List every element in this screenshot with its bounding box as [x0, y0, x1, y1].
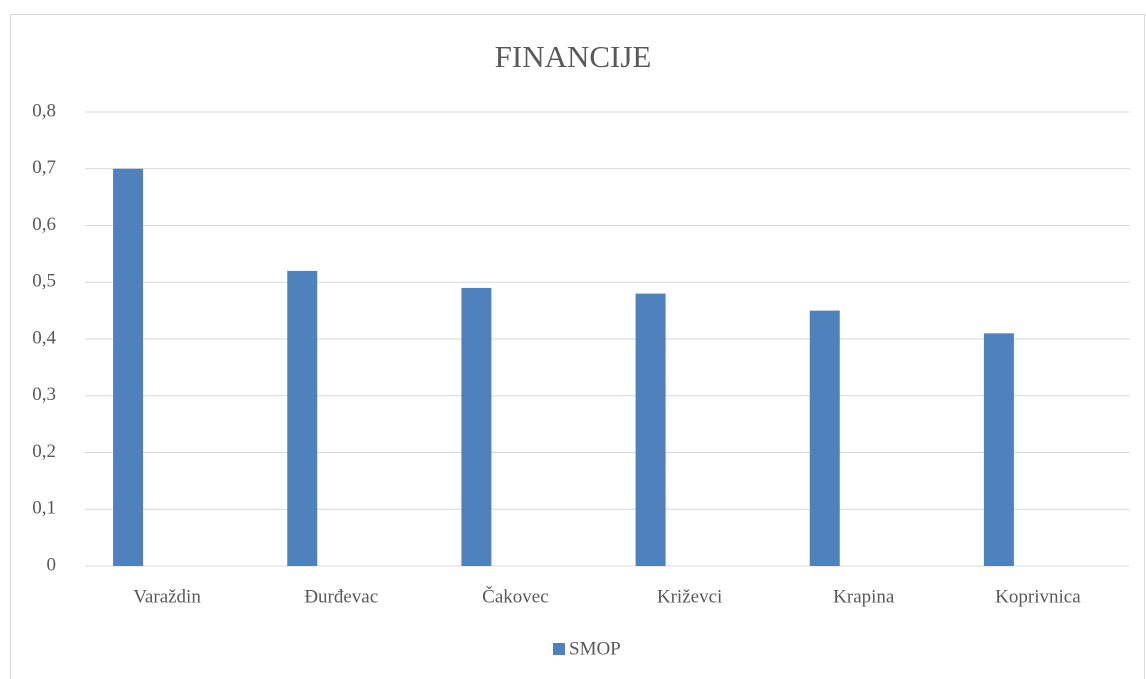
x-tick-label: Đurđevac [304, 586, 378, 607]
y-tick-label: 0,1 [32, 498, 56, 519]
chart-title: FINANCIJE [495, 39, 652, 74]
bar [983, 333, 1014, 566]
legend-label: SMOP [569, 638, 621, 659]
bar [113, 168, 144, 566]
y-tick-label: 0,3 [32, 384, 56, 405]
y-tick-label: 0,2 [32, 441, 56, 462]
bar [287, 270, 318, 566]
y-tick-label: 0,6 [32, 214, 56, 235]
bar [635, 293, 666, 566]
bar [809, 310, 840, 566]
x-tick-label: Krapina [833, 586, 895, 607]
x-tick-label: Križevci [657, 586, 722, 607]
chart-border [10, 14, 1145, 679]
y-tick-label: 0 [47, 554, 57, 575]
x-tick-label: Koprivnica [995, 586, 1081, 607]
x-tick-label: Čakovec [482, 585, 548, 607]
x-tick-label: Varaždin [133, 586, 201, 607]
bar [461, 287, 492, 566]
y-tick-label: 0,7 [32, 157, 56, 178]
y-tick-label: 0,8 [32, 100, 56, 121]
y-tick-label: 0,5 [32, 271, 56, 292]
legend-swatch [553, 643, 565, 655]
y-tick-label: 0,4 [32, 327, 56, 348]
